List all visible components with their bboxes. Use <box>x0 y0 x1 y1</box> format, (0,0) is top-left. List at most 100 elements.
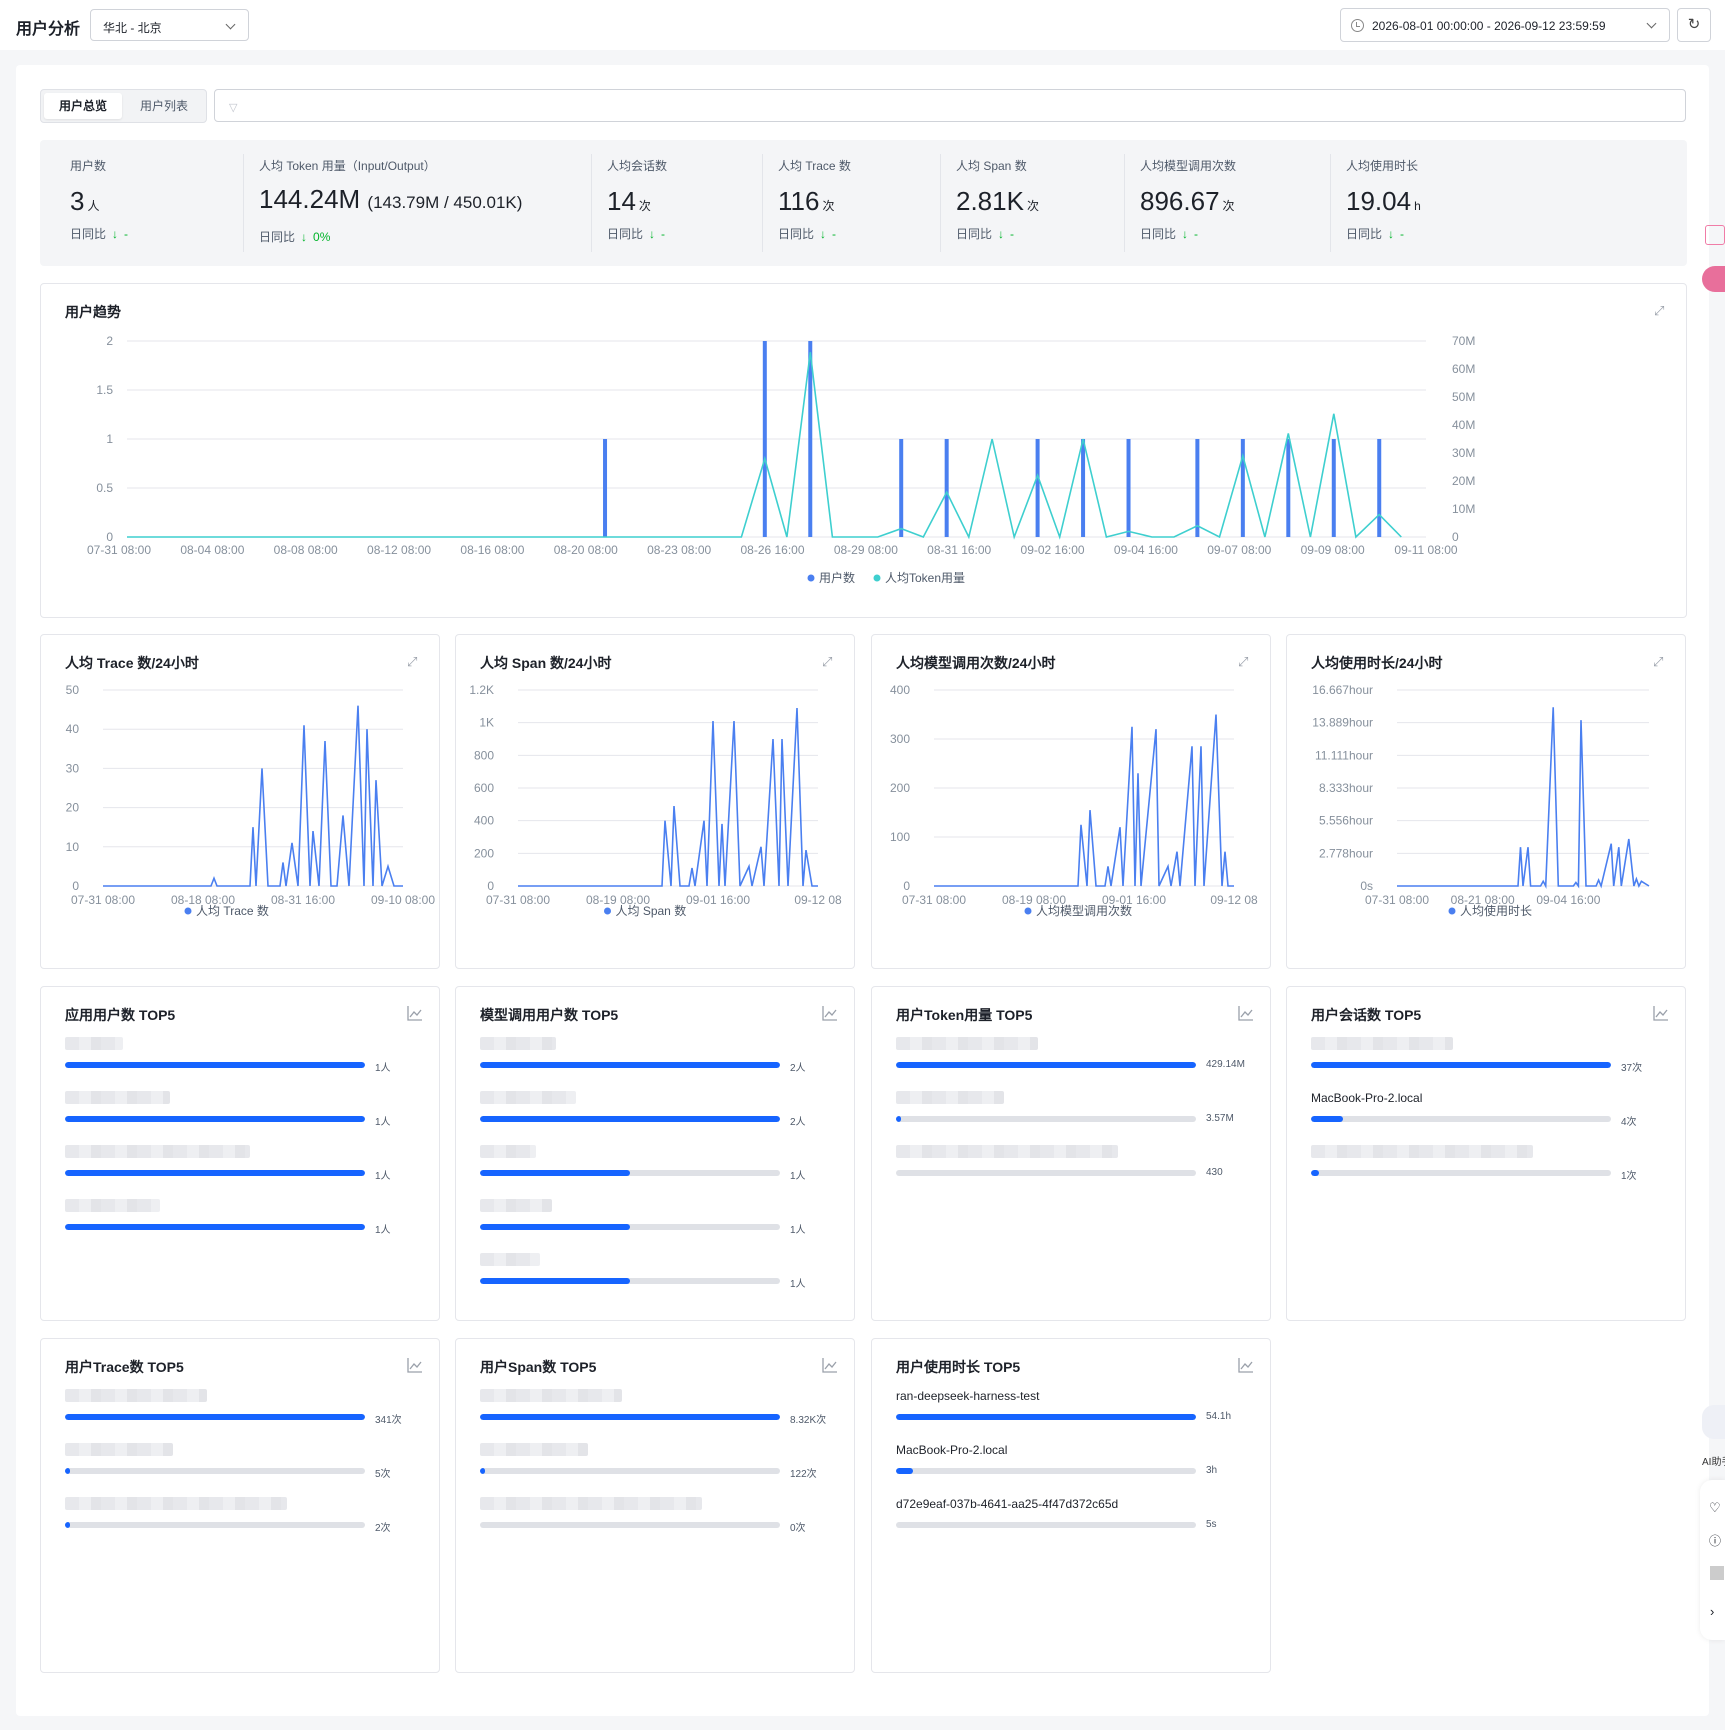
progress-fill <box>65 1170 365 1176</box>
masked-label <box>896 1037 1038 1050</box>
list-item[interactable]: 2人 <box>480 1091 806 1145</box>
tab-user-list[interactable]: 用户列表 <box>139 99 188 113</box>
tab-overview[interactable]: 用户总览 <box>44 93 122 119</box>
stat-unit: 次 <box>1026 199 1039 213</box>
list-item[interactable]: MacBook-Pro-2.local 3h <box>896 1443 1217 1497</box>
list-item[interactable]: 5次 <box>65 1443 391 1497</box>
compare-label: 日同比 <box>956 227 993 241</box>
y-tick-label: 200 <box>474 846 494 860</box>
item-value: 2人 <box>790 1117 806 1128</box>
list-item[interactable]: 1人 <box>480 1145 806 1199</box>
progress-track <box>65 1468 365 1474</box>
card-title: 用户会话数 TOP5 <box>1311 1007 1422 1023</box>
progress-fill <box>1311 1062 1611 1068</box>
progress-track <box>1311 1116 1611 1122</box>
list-item[interactable]: 1人 <box>480 1199 806 1253</box>
list-item[interactable]: 2人 <box>480 1037 806 1091</box>
chevron-right-icon[interactable]: › <box>1710 1604 1715 1619</box>
chart-icon[interactable] <box>822 1357 838 1373</box>
top5-card: 模型调用用户数 TOP5 2人 2人 1人 1人 1人 <box>455 986 855 1321</box>
expand-icon[interactable]: ⤢ <box>1654 303 1665 318</box>
ai-assistant-button[interactable]: AI助手 <box>1696 1405 1725 1468</box>
list-item[interactable]: 430 <box>896 1145 1223 1199</box>
refresh-button[interactable]: ↻ <box>1677 8 1711 42</box>
chevron-down-icon <box>225 19 236 30</box>
help-icon[interactable]: ⓘ <box>1709 1534 1722 1548</box>
date-range-value: 2026-08-01 00:00:00 - 2026-09-12 23:59:5… <box>1372 19 1606 33</box>
list-item[interactable]: 37次 <box>1311 1037 1642 1091</box>
item-value: 341次 <box>375 1415 402 1426</box>
stat-unit: 次 <box>822 199 835 213</box>
list-item[interactable]: 1人 <box>65 1199 391 1253</box>
list-item[interactable]: 0次 <box>480 1497 806 1551</box>
legend-dot <box>1024 907 1032 915</box>
avatar <box>1702 1405 1725 1439</box>
list-item[interactable]: d72e9eaf-037b-4641-aa25-4f47d372c65d 5s <box>896 1497 1217 1551</box>
legend-label: 人均使用时长 <box>1460 903 1532 918</box>
list-item[interactable]: 1人 <box>65 1091 391 1145</box>
grid-icon[interactable] <box>1710 1566 1724 1580</box>
progress-track <box>896 1062 1196 1068</box>
region-select[interactable]: 华北 - 北京 <box>90 9 249 41</box>
expand-icon[interactable]: ⤢ <box>1238 654 1249 669</box>
progress-fill <box>480 1278 630 1284</box>
x-tick-label: 08-12 08:00 <box>367 543 431 557</box>
stat-compare: 日同比 ↓ - <box>956 225 1014 242</box>
list-item[interactable]: 1次 <box>1311 1145 1637 1199</box>
list-item[interactable]: 3.57M <box>896 1091 1234 1145</box>
chart-icon[interactable] <box>407 1357 423 1373</box>
list-item[interactable]: 122次 <box>480 1443 817 1497</box>
list-item[interactable]: 341次 <box>65 1389 402 1443</box>
feedback-icon[interactable] <box>1702 266 1725 292</box>
expand-icon[interactable]: ⤢ <box>822 654 833 669</box>
x-tick-label: 08-23 08:00 <box>647 543 711 557</box>
apps-icon[interactable] <box>1705 225 1725 245</box>
heart-icon[interactable]: ♡ <box>1709 1500 1721 1515</box>
progress-fill <box>896 1414 1196 1420</box>
stat-compare: 日同比 ↓ - <box>778 225 836 242</box>
stat-number: 896.67 <box>1140 186 1220 216</box>
progress-fill <box>65 1468 70 1474</box>
list-item[interactable]: 2次 <box>65 1497 391 1551</box>
stat-divider <box>1124 154 1125 252</box>
filter-input[interactable]: ▽ <box>214 89 1686 122</box>
progress-fill <box>480 1414 780 1420</box>
card-title: 用户Trace数 TOP5 <box>65 1359 184 1375</box>
stat-change: - <box>1194 227 1199 241</box>
metric-series-line <box>934 714 1234 887</box>
date-range-picker[interactable]: 2026-08-01 00:00:00 - 2026-09-12 23:59:5… <box>1340 8 1670 42</box>
y-tick-label: 2 <box>106 334 113 348</box>
user-count-bar <box>1240 439 1245 537</box>
item-value: 4次 <box>1621 1117 1637 1128</box>
top5-card: 用户使用时长 TOP5 ran-deepseek-harness-test 54.1… <box>871 1338 1271 1673</box>
list-item[interactable]: 8.32K次 <box>480 1389 826 1443</box>
legend-dot <box>184 907 192 915</box>
chart-icon[interactable] <box>1238 1005 1254 1021</box>
metric-chart-card: 人均 Span 数/24小时 ⤢ 0 200 400 600 800 1K 1.2K 07-31 … <box>455 634 855 969</box>
chart-icon[interactable] <box>407 1005 423 1021</box>
metric-line-chart: 0 100 200 300 400 07-31 08:00 08-19 08:00 09-01… <box>890 683 1258 918</box>
card-title: 人均 Trace 数/24小时 <box>65 655 199 671</box>
expand-icon[interactable]: ⤢ <box>1653 654 1664 669</box>
y-tick-label: 13.889hour <box>1312 716 1373 730</box>
item-value: 54.1h <box>1206 1411 1232 1422</box>
progress-track <box>896 1522 1196 1528</box>
progress-track <box>1311 1170 1611 1176</box>
list-item[interactable]: MacBook-Pro-2.local 4次 <box>1311 1091 1637 1145</box>
top-bar: 用户分析 华北 - 北京 2026-08-01 00:00:00 - 2026-… <box>0 0 1725 50</box>
y-right-tick-label: 40M <box>1452 418 1475 432</box>
chart-icon[interactable] <box>822 1005 838 1021</box>
list-item[interactable]: 1人 <box>480 1253 806 1307</box>
list-item[interactable]: ran-deepseek-harness-test 54.1h <box>896 1389 1231 1443</box>
stat-change: 0% <box>313 230 331 244</box>
list-item[interactable]: 1人 <box>65 1145 391 1199</box>
list-item[interactable]: 1人 <box>65 1037 391 1091</box>
list-item[interactable]: 429.14M <box>896 1037 1245 1091</box>
progress-fill <box>1311 1116 1344 1122</box>
stat-number: 144.24M <box>259 184 361 214</box>
user-count-bar <box>1035 439 1040 537</box>
x-tick-label: 08-08 08:00 <box>274 543 338 557</box>
chart-icon[interactable] <box>1653 1005 1669 1021</box>
expand-icon[interactable]: ⤢ <box>407 654 418 669</box>
chart-icon[interactable] <box>1238 1357 1254 1373</box>
